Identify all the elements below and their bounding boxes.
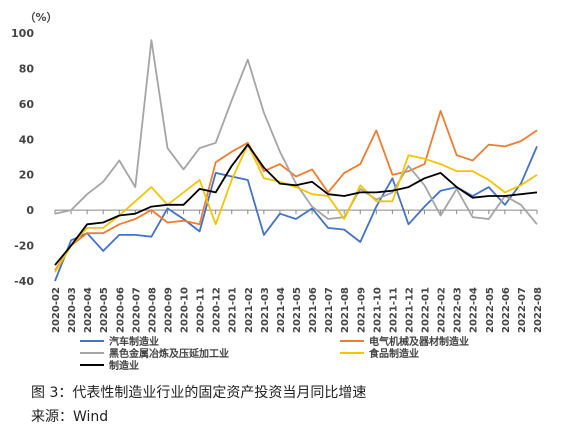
x-tick-label: 2022-04 bbox=[469, 287, 480, 333]
figure-caption: 图 3：代表性制造业行业的固定资产投资当月同比增速 bbox=[31, 385, 367, 401]
y-tick-label: 80 bbox=[19, 62, 35, 75]
x-tick-label: 2022-05 bbox=[485, 287, 496, 333]
x-tick-label: 2022-06 bbox=[501, 287, 512, 333]
x-tick-label: 2022-01 bbox=[421, 287, 432, 333]
x-tick-label: 2020-06 bbox=[115, 287, 126, 333]
x-tick-label: 2020-07 bbox=[131, 287, 142, 333]
y-tick-label: 20 bbox=[19, 169, 35, 182]
y-tick-label: -20 bbox=[14, 240, 34, 253]
x-tick-label: 2021-11 bbox=[388, 287, 399, 333]
x-tick-label: 2020-11 bbox=[196, 287, 207, 333]
x-tick-label: 2022-03 bbox=[453, 287, 464, 333]
x-tick-label: 2021-09 bbox=[356, 287, 367, 333]
y-tick-label: -40 bbox=[14, 275, 34, 288]
x-tick-label: 2020-05 bbox=[99, 287, 110, 333]
y-tick-label: 40 bbox=[19, 133, 35, 146]
x-tick-label: 2021-08 bbox=[340, 287, 351, 333]
y-tick-label: 0 bbox=[26, 204, 34, 217]
series-lines bbox=[54, 39, 538, 282]
y-tick-label: 100 bbox=[11, 27, 34, 40]
x-tick-label: 2022-02 bbox=[437, 287, 448, 333]
legend-label: 制造业 bbox=[109, 359, 139, 372]
y-unit-label: （%） bbox=[24, 11, 57, 24]
series-line bbox=[54, 39, 538, 225]
x-tick-label: 2020-09 bbox=[163, 287, 174, 333]
x-tick-label: 2021-03 bbox=[260, 287, 271, 333]
x-tick-labels: 2020-02 2020-03 2020-04 2020-05 2020-06 2020-… bbox=[51, 287, 544, 333]
x-tick-label: 2021-02 bbox=[244, 287, 255, 333]
x-tick-label: 2022-07 bbox=[517, 287, 528, 333]
series-line bbox=[54, 143, 538, 266]
legend-label: 食品制造业 bbox=[368, 347, 419, 360]
x-axis bbox=[54, 209, 538, 215]
x-tick-label: 2020-04 bbox=[83, 287, 94, 333]
series-line bbox=[54, 143, 538, 273]
legend-label: 电气机械及器材制造业 bbox=[369, 335, 469, 348]
x-tick-label: 2020-08 bbox=[147, 287, 158, 333]
source-note: 来源：Wind bbox=[31, 409, 109, 425]
x-tick-label: 2021-12 bbox=[404, 287, 415, 333]
x-tick-label: 2020-12 bbox=[212, 287, 223, 333]
legend-label: 汽车制造业 bbox=[109, 335, 159, 348]
x-tick-label: 2021-10 bbox=[372, 287, 383, 333]
x-tick-label: 2020-03 bbox=[67, 287, 78, 333]
x-tick-label: 2021-04 bbox=[276, 287, 287, 333]
series-line bbox=[54, 110, 538, 271]
x-tick-label: 2021-01 bbox=[228, 287, 239, 333]
legend-label: 黑色金属冶炼及压延加工业 bbox=[109, 347, 229, 360]
x-tick-label: 2020-02 bbox=[51, 287, 62, 333]
x-tick-label: 2022-08 bbox=[533, 287, 544, 333]
x-tick-label: 2021-07 bbox=[324, 287, 335, 333]
x-tick-label: 2021-06 bbox=[308, 287, 319, 333]
x-tick-label: 2020-10 bbox=[180, 287, 191, 333]
x-tick-label: 2021-05 bbox=[292, 287, 303, 333]
y-tick-label: 60 bbox=[19, 98, 35, 111]
y-axis: -40 -20 0 20 40 60 80 100 bbox=[11, 27, 34, 288]
